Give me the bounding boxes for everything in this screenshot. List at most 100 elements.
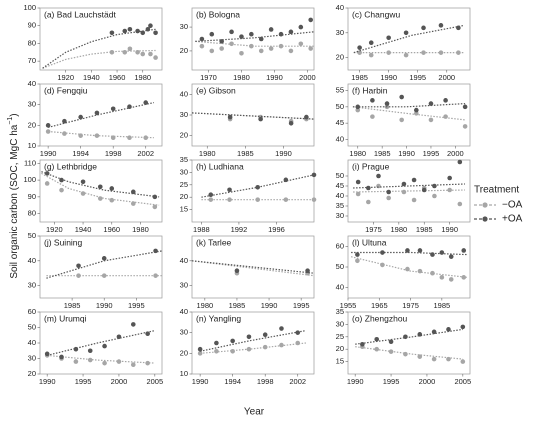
y-tick-label: 20: [28, 120, 36, 129]
point: [357, 50, 362, 55]
panel-frame: [191, 159, 315, 223]
fit-line: [191, 112, 315, 120]
point: [279, 326, 284, 331]
point: [78, 133, 83, 138]
point: [462, 104, 468, 110]
x-tick-label: 1985: [64, 301, 81, 310]
point: [421, 50, 426, 55]
x-tick-label: 1985: [229, 301, 246, 310]
y-tick-label: 25: [180, 180, 188, 189]
point: [448, 277, 454, 282]
fit-line: [42, 28, 156, 69]
panel-frame: [347, 235, 471, 299]
point: [414, 111, 419, 116]
y-tick-label: 110: [24, 158, 36, 167]
point: [87, 348, 93, 354]
point: [255, 197, 260, 202]
point: [446, 356, 451, 362]
y-tick-label: 10: [28, 141, 36, 150]
point: [283, 197, 289, 202]
point: [130, 189, 136, 195]
x-tick-label: 1994: [224, 377, 241, 386]
point: [101, 256, 107, 261]
point: [78, 114, 83, 120]
point: [122, 49, 128, 55]
point: [45, 123, 51, 128]
y-tick-label: 50: [336, 171, 344, 180]
point: [227, 187, 232, 193]
point: [386, 189, 391, 195]
point: [209, 31, 215, 37]
point: [278, 43, 284, 49]
point: [110, 135, 116, 141]
point: [102, 360, 107, 366]
y-tick-label: 30: [180, 328, 188, 337]
y-label-sup: −1: [7, 117, 14, 125]
x-tick-label: 1970: [200, 73, 217, 82]
x-tick-label: 1975: [365, 225, 382, 234]
point: [439, 250, 445, 255]
fit-line: [195, 40, 314, 47]
point: [227, 114, 233, 120]
y-tick-label: 80: [28, 209, 36, 218]
point: [59, 187, 64, 193]
point: [405, 248, 410, 253]
x-tick-label: 1998: [257, 377, 274, 386]
x-tick-label: 2000: [111, 377, 128, 386]
point: [417, 268, 423, 274]
y-tick-label: 40: [336, 134, 344, 143]
fit-line: [191, 260, 315, 274]
point: [62, 131, 67, 136]
y-tick-label: 30: [180, 281, 188, 290]
panel-title: (b) Bologna: [196, 9, 240, 19]
point: [109, 197, 115, 203]
point: [143, 100, 149, 105]
point: [399, 94, 404, 100]
point: [308, 46, 314, 51]
point: [268, 46, 274, 51]
y-tick-label: 60: [28, 307, 36, 316]
point: [152, 204, 158, 210]
point: [430, 252, 435, 257]
fit-line: [353, 189, 465, 193]
y-tick-label: 20: [180, 348, 188, 357]
x-tick-label: 1960: [103, 225, 120, 234]
x-tick-label: 1990: [192, 377, 209, 386]
point: [388, 349, 394, 354]
fit-line: [42, 49, 156, 69]
point: [403, 52, 409, 58]
y-tick-label: 35: [336, 201, 344, 210]
panel-frame: [347, 7, 471, 71]
y-tick-label: 35: [180, 155, 188, 164]
y-tick-label: 15: [336, 357, 344, 366]
x-tick-label: 1990: [40, 149, 57, 158]
point: [357, 45, 362, 50]
y-tick-label: 50: [336, 102, 344, 111]
y-tick-label: 40: [28, 256, 36, 265]
panel-title: (g) Lethbridge: [44, 161, 97, 171]
point: [288, 48, 294, 54]
point: [262, 332, 268, 338]
point: [431, 329, 437, 335]
point: [456, 25, 461, 31]
fit-line: [350, 256, 467, 278]
point: [414, 107, 419, 113]
x-tick-label: 1995: [423, 149, 440, 158]
point: [432, 193, 437, 199]
point: [229, 29, 234, 35]
point: [145, 360, 150, 366]
y-tick-label: 40: [336, 191, 344, 200]
point: [73, 346, 79, 352]
point: [148, 51, 153, 57]
x-tick-label: 1980: [349, 149, 366, 158]
panel-title: (a) Bad Lauchstädt: [44, 9, 116, 19]
fit-line: [191, 260, 315, 277]
point: [44, 171, 50, 176]
point: [199, 36, 205, 42]
legend-label: +OA: [502, 214, 523, 225]
point: [94, 133, 100, 138]
x-tick-label: 1980: [134, 73, 151, 82]
point: [461, 275, 467, 280]
point: [44, 351, 50, 357]
